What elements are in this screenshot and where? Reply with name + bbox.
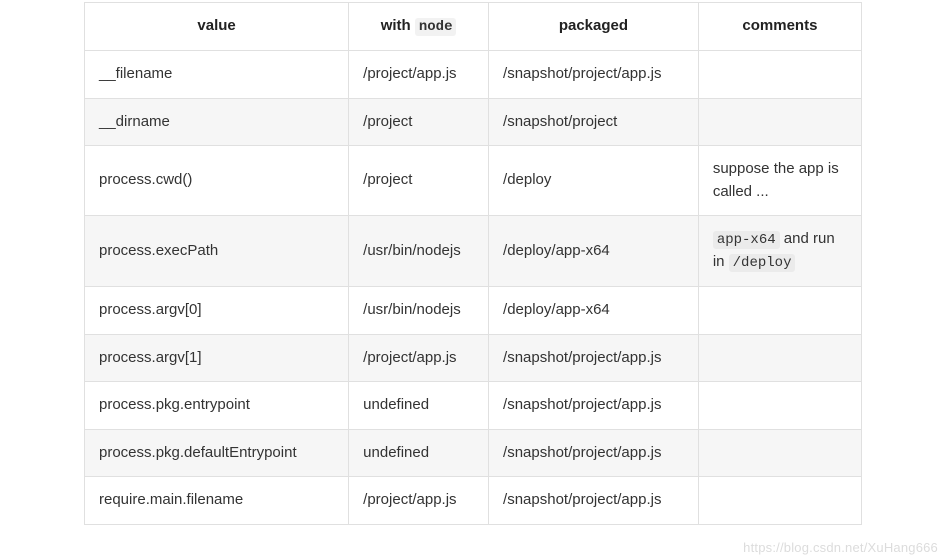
cell-with-node: /project/app.js [349, 477, 489, 525]
plain-text: comments [742, 17, 817, 34]
cell-with-node: undefined [349, 382, 489, 430]
cell-comments [698, 98, 861, 146]
cell-value: process.argv[1] [85, 334, 349, 382]
column-header-2: packaged [489, 3, 699, 51]
cell-with-node: /usr/bin/nodejs [349, 216, 489, 287]
code-text: app-x64 [713, 231, 780, 249]
watermark-text: https://blog.csdn.net/XuHang666 [743, 540, 938, 555]
column-header-1: with node [349, 3, 489, 51]
cell-value: __filename [85, 51, 349, 99]
cell-packaged: /snapshot/project [489, 98, 699, 146]
table-row: process.execPath/usr/bin/nodejs/deploy/a… [85, 216, 862, 287]
cell-value: process.cwd() [85, 146, 349, 216]
cell-value: require.main.filename [85, 477, 349, 525]
cell-comments: app-x64 and run in /deploy [698, 216, 861, 287]
cell-value: __dirname [85, 98, 349, 146]
plain-text: value [197, 17, 235, 34]
plain-text: with [381, 17, 415, 34]
table-row: __filename/project/app.js/snapshot/proje… [85, 51, 862, 99]
plain-text: packaged [559, 17, 628, 34]
cell-packaged: /deploy/app-x64 [489, 216, 699, 287]
cell-comments [698, 287, 861, 335]
code-text: /deploy [729, 254, 796, 272]
plain-text: suppose the app is called ... [713, 160, 839, 200]
cell-comments [698, 429, 861, 477]
table-row: require.main.filename/project/app.js/sna… [85, 477, 862, 525]
column-header-3: comments [698, 3, 861, 51]
cell-with-node: /project/app.js [349, 334, 489, 382]
cell-with-node: undefined [349, 429, 489, 477]
cell-comments [698, 382, 861, 430]
table-row: process.pkg.entrypointundefined/snapshot… [85, 382, 862, 430]
cell-value: process.argv[0] [85, 287, 349, 335]
cell-value: process.execPath [85, 216, 349, 287]
table-row: process.argv[0]/usr/bin/nodejs/deploy/ap… [85, 287, 862, 335]
cell-with-node: /project/app.js [349, 51, 489, 99]
cell-value: process.pkg.entrypoint [85, 382, 349, 430]
paths-table: value with node packaged comments __filenam… [84, 2, 862, 525]
cell-packaged: /snapshot/project/app.js [489, 429, 699, 477]
cell-packaged: /deploy/app-x64 [489, 287, 699, 335]
table-row: __dirname/project/snapshot/project [85, 98, 862, 146]
cell-with-node: /usr/bin/nodejs [349, 287, 489, 335]
code-text: node [415, 18, 457, 36]
table-row: process.cwd()/project/deploy suppose the … [85, 146, 862, 216]
cell-comments: suppose the app is called ... [698, 146, 861, 216]
cell-with-node: /project [349, 146, 489, 216]
cell-packaged: /snapshot/project/app.js [489, 382, 699, 430]
cell-packaged: /snapshot/project/app.js [489, 51, 699, 99]
cell-comments [698, 51, 861, 99]
table-body: __filename/project/app.js/snapshot/proje… [85, 51, 862, 525]
cell-packaged: /snapshot/project/app.js [489, 477, 699, 525]
cell-comments [698, 334, 861, 382]
table-row: process.argv[1]/project/app.js/snapshot/… [85, 334, 862, 382]
cell-comments [698, 477, 861, 525]
cell-with-node: /project [349, 98, 489, 146]
cell-value: process.pkg.defaultEntrypoint [85, 429, 349, 477]
cell-packaged: /snapshot/project/app.js [489, 334, 699, 382]
table-row: process.pkg.defaultEntrypointundefined/s… [85, 429, 862, 477]
cell-packaged: /deploy [489, 146, 699, 216]
table-head: value with node packaged comments [85, 3, 862, 51]
column-header-0: value [85, 3, 349, 51]
